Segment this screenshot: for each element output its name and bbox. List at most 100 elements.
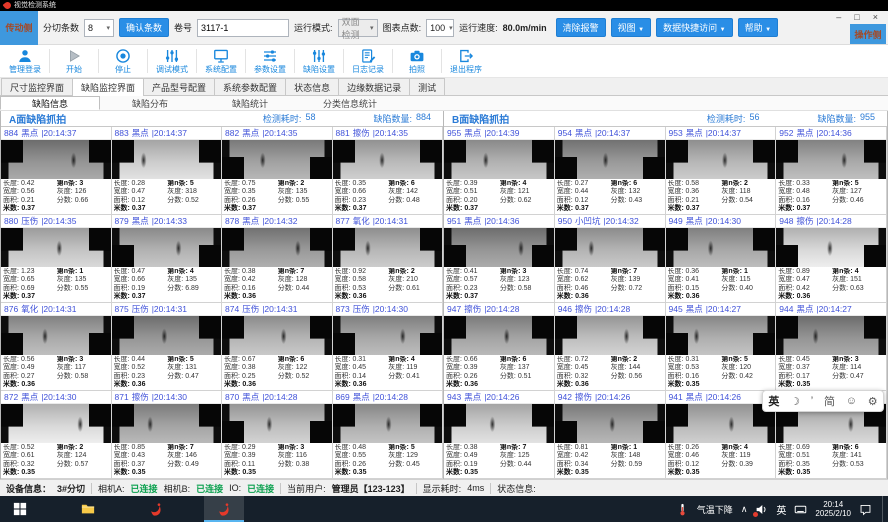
defect-thumbnail[interactable] (665, 315, 776, 356)
defect-cell[interactable]: 872 黑点 |20:14:30 长度: 0.52 宽度: 0.61 面积: 0.32 米数: 0.… (1, 391, 112, 479)
defect-thumbnail[interactable] (444, 403, 554, 444)
subtab-1[interactable]: 缺陷信息 (0, 96, 100, 110)
defect-thumbnail[interactable] (222, 403, 332, 444)
action-defect-settings-button[interactable]: 缺陷设置 (296, 45, 342, 77)
subtab-3[interactable]: 缺陷统计 (231, 98, 268, 109)
defect-cell[interactable]: 941 黑点 |20:14:26 长度: 0.26 宽度: 0.46 面积: 0.12 米数: 0.… (665, 391, 777, 479)
defect-thumbnail[interactable] (776, 227, 886, 268)
defect-cell[interactable]: 946 擦伤 |20:14:28 长度: 0.72 宽度: 0.45 面积: 0.32 米数: 0.… (554, 303, 666, 391)
show-desktop-button[interactable] (882, 496, 885, 522)
operator-side-button[interactable]: 操作侧 (850, 24, 886, 44)
defect-cell[interactable]: 873 压伤 |20:14:30 长度: 0.31 宽度: 0.45 面积: 0.14 米数: 0.… (332, 303, 443, 391)
defect-cell[interactable]: 874 压伤 |20:14:31 长度: 0.67 宽度: 0.38 面积: 0.25 米数: 0.… (222, 303, 333, 391)
defect-thumbnail[interactable] (776, 139, 886, 180)
defect-thumbnail[interactable] (111, 227, 221, 268)
tab-4[interactable]: 系统参数配置 (214, 78, 287, 95)
action-monitor-button[interactable]: 系统配置 (198, 45, 244, 77)
ime-settings-gear-icon[interactable]: ⚙ (867, 395, 878, 408)
defect-thumbnail[interactable] (665, 403, 776, 444)
defect-thumbnail[interactable] (111, 139, 221, 180)
inspection-app-taskbar-button[interactable] (136, 496, 176, 522)
tab-7[interactable]: 测试 (409, 78, 446, 95)
action-stop-button[interactable]: 停止 (100, 45, 146, 77)
clear-alarm-button[interactable]: 清除报警 (555, 18, 606, 37)
touch-keyboard-icon[interactable] (794, 503, 807, 516)
start-button[interactable] (0, 496, 40, 522)
defect-cell[interactable]: 878 黑点 |20:14:32 长度: 0.38 宽度: 0.42 面积: 0.16 米数: 0.… (222, 215, 333, 303)
defect-cell[interactable]: 954 黑点 |20:14:37 长度: 0.27 宽度: 0.44 面积: 0.12 米数: 0.… (554, 127, 666, 215)
defect-cell[interactable]: 953 黑点 |20:14:37 长度: 0.58 宽度: 0.36 面积: 0.21 米数: 0.… (665, 127, 777, 215)
action-user-button[interactable]: 管理登录 (2, 45, 48, 77)
defect-cell[interactable]: 951 黑点 |20:14:36 长度: 0.41 宽度: 0.57 面积: 0.23 米数: 0.… (444, 215, 555, 303)
action-params-button[interactable]: 参数设置 (247, 45, 293, 77)
defect-thumbnail[interactable] (332, 139, 442, 180)
file-explorer-button[interactable] (68, 496, 108, 522)
maximize-button[interactable]: □ (854, 12, 860, 22)
tab-1[interactable]: 尺寸监控界面 (1, 78, 74, 95)
taskbar-clock[interactable]: 20:14 2025/2/10 (815, 500, 851, 519)
defect-cell[interactable]: 881 擦伤 |20:14:35 长度: 0.35 宽度: 0.66 面积: 0.23 米数: 0.… (332, 127, 443, 215)
view-menu-button[interactable]: 视图 ▼ (610, 18, 652, 37)
tab-6[interactable]: 边缘数据记录 (338, 78, 411, 95)
ime-punctuation-toggle[interactable]: ’ (810, 395, 814, 407)
weather-text[interactable]: 气温下降 (696, 504, 733, 515)
defect-cell[interactable]: 884 黑点 |20:14:37 长度: 0.42 宽度: 0.56 面积: 0.21 米数: 0.… (1, 127, 112, 215)
defect-thumbnail[interactable] (554, 227, 665, 268)
defect-cell[interactable]: 871 擦伤 |20:14:30 长度: 0.85 宽度: 0.43 面积: 0.37 米数: 0.… (111, 391, 222, 479)
action-log-button[interactable]: 日志记录 (345, 45, 391, 77)
defect-cell[interactable]: 949 黑点 |20:14:30 长度: 0.36 宽度: 0.41 面积: 0.15 米数: 0.… (665, 215, 777, 303)
ime-fullwidth-moon-icon[interactable]: ☽ (790, 395, 800, 408)
ime-indicator[interactable]: 英 (776, 505, 787, 517)
tab-2[interactable]: 缺陷监控界面 (72, 78, 145, 96)
defect-thumbnail[interactable] (1, 227, 111, 268)
minimize-button[interactable]: – (836, 12, 842, 22)
defect-cell[interactable]: 947 擦伤 |20:14:28 长度: 0.66 宽度: 0.39 面积: 0.26 米数: 0.… (444, 303, 555, 391)
action-play-button[interactable]: 开始 (51, 45, 97, 77)
defect-thumbnail[interactable] (776, 315, 886, 356)
action-debug-button[interactable]: 调试模式 (149, 45, 195, 77)
defect-cell[interactable]: 880 压伤 |20:14:35 长度: 1.23 宽度: 0.65 面积: 0.69 米数: 0.… (1, 215, 112, 303)
defect-thumbnail[interactable] (444, 139, 554, 180)
defect-thumbnail[interactable] (222, 139, 332, 180)
defect-thumbnail[interactable] (665, 139, 776, 180)
defect-cell[interactable]: 875 压伤 |20:14:31 长度: 0.44 宽度: 0.52 面积: 0.23 米数: 0.… (111, 303, 222, 391)
tab-5[interactable]: 状态信息 (285, 78, 340, 95)
defect-cell[interactable]: 879 黑点 |20:14:33 长度: 0.47 宽度: 0.66 面积: 0.19 米数: 0.… (111, 215, 222, 303)
defect-cell[interactable]: 869 黑点 |20:14:28 长度: 0.48 宽度: 0.55 面积: 0.26 米数: 0.… (332, 391, 443, 479)
ime-simplified-toggle[interactable]: 简 (823, 396, 835, 408)
action-exit-button[interactable]: 退出程序 (443, 45, 489, 77)
drive-side-button[interactable]: 传动侧 (0, 10, 38, 45)
defect-thumbnail[interactable] (554, 403, 665, 444)
defect-cell[interactable]: 877 氧化 |20:14:31 长度: 0.92 宽度: 0.58 面积: 0.53 米数: 0.… (332, 215, 443, 303)
close-button[interactable]: × (872, 12, 878, 22)
ime-emoji-icon[interactable]: ☺ (845, 395, 857, 407)
defect-cell[interactable]: 870 黑点 |20:14:28 长度: 0.29 宽度: 0.39 面积: 0.11 米数: 0.… (222, 391, 333, 479)
defect-cell[interactable]: 883 黑点 |20:14:37 长度: 0.28 宽度: 0.47 面积: 0.12 米数: 0.… (111, 127, 222, 215)
subtab-4[interactable]: 分类信息统计 (322, 98, 377, 109)
action-camera-button[interactable]: 拍照 (394, 45, 440, 77)
defect-thumbnail[interactable] (1, 315, 111, 356)
ime-language-toggle[interactable]: 英 (768, 396, 780, 408)
run-mode-select[interactable]: 双面检测 ▾ (337, 17, 378, 40)
defect-cell[interactable]: 952 黑点 |20:14:36 长度: 0.33 宽度: 0.48 面积: 0.16 米数: 0.… (776, 127, 887, 215)
inspection-app-taskbar-button-active[interactable] (204, 496, 244, 522)
defect-thumbnail[interactable] (332, 227, 442, 268)
tray-expand-chevron[interactable]: ∧ (740, 503, 748, 514)
volume-icon[interactable] (753, 503, 768, 517)
action-center-icon[interactable] (859, 503, 872, 516)
defect-thumbnail[interactable] (554, 315, 665, 356)
defect-thumbnail[interactable] (222, 315, 332, 356)
defect-thumbnail[interactable] (444, 315, 554, 356)
defect-cell[interactable]: 876 氧化 |20:14:31 长度: 0.56 宽度: 0.49 面积: 0.27 米数: 0.… (1, 303, 112, 391)
defect-thumbnail[interactable] (554, 139, 665, 180)
chart-points-select[interactable]: 100 ▾ (426, 18, 455, 37)
defect-cell[interactable]: 950 小凹坑 |20:14:32 长度: 0.74 宽度: 0.62 面积: 0.46 米数: 0… (554, 215, 666, 303)
defect-thumbnail[interactable] (111, 315, 221, 356)
tab-3[interactable]: 产品型号配置 (143, 78, 216, 95)
defect-thumbnail[interactable] (444, 227, 554, 268)
defect-thumbnail[interactable] (665, 227, 776, 268)
defect-cell[interactable]: 944 黑点 |20:14:27 长度: 0.45 宽度: 0.37 面积: 0.17 米数: 0.… (776, 303, 887, 391)
roll-number-input[interactable] (197, 18, 290, 37)
data-access-menu-button[interactable]: 数据快捷访问 ▼ (656, 18, 733, 37)
slit-count-select[interactable]: 8 ▾ (84, 18, 115, 37)
